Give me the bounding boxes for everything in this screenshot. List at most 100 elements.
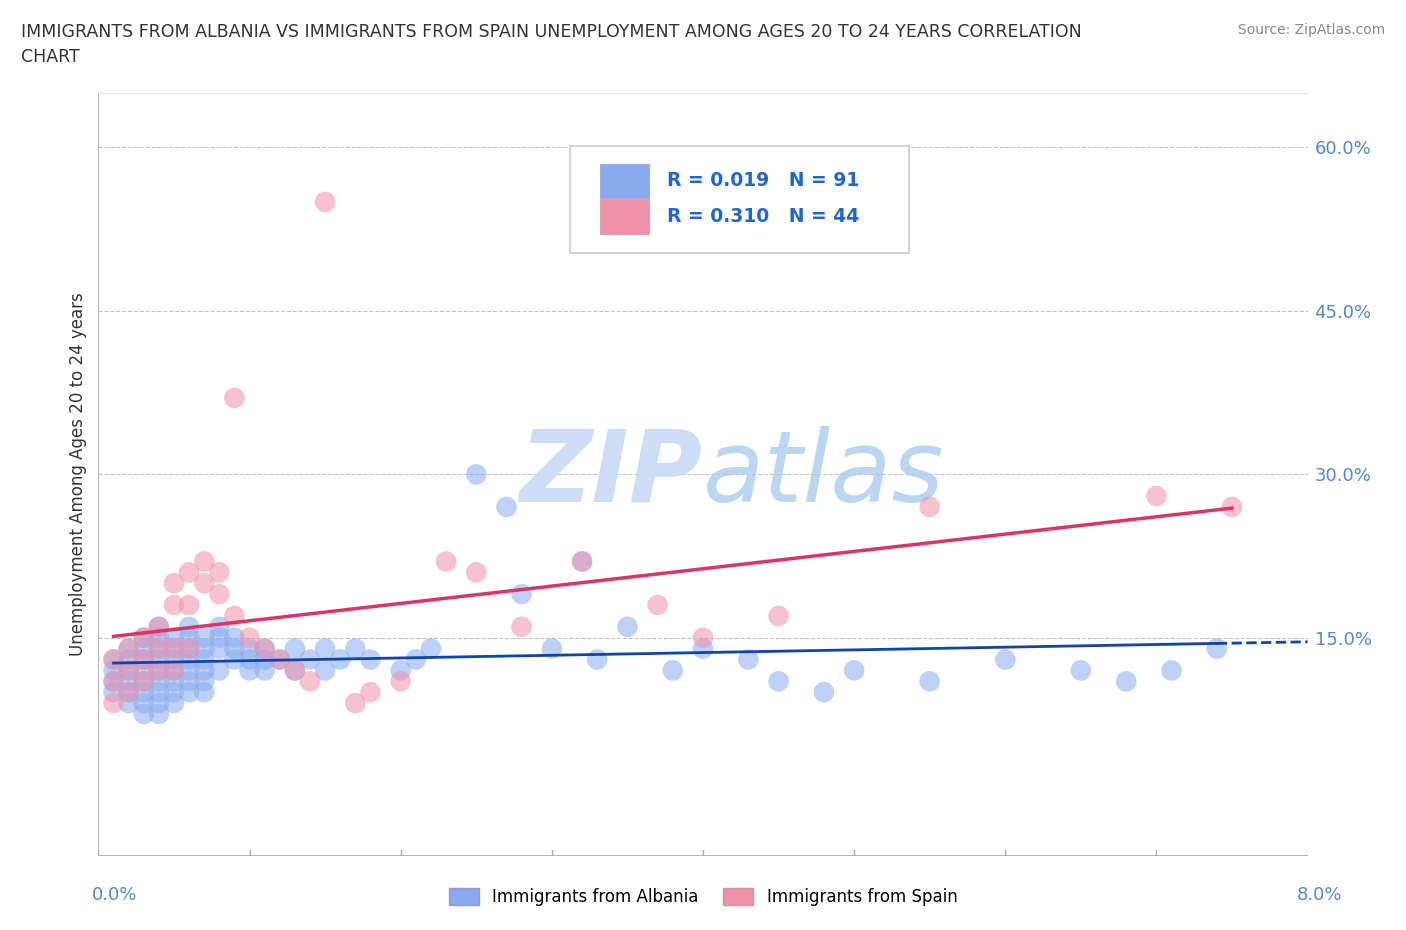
- Point: [163, 652, 186, 667]
- Point: [224, 608, 246, 623]
- Point: [193, 554, 215, 569]
- Point: [148, 619, 170, 634]
- Point: [179, 565, 201, 579]
- Point: [389, 663, 412, 678]
- Point: [510, 619, 533, 634]
- Point: [148, 674, 170, 689]
- Point: [132, 707, 155, 722]
- Point: [1206, 641, 1229, 656]
- Point: [692, 631, 714, 645]
- Text: IMMIGRANTS FROM ALBANIA VS IMMIGRANTS FROM SPAIN UNEMPLOYMENT AMONG AGES 20 TO 2: IMMIGRANTS FROM ALBANIA VS IMMIGRANTS FR…: [21, 23, 1081, 41]
- Point: [495, 499, 517, 514]
- Point: [918, 674, 941, 689]
- Point: [132, 663, 155, 678]
- Point: [163, 684, 186, 699]
- Point: [661, 663, 683, 678]
- Text: 8.0%: 8.0%: [1298, 885, 1343, 904]
- Point: [193, 652, 215, 667]
- Point: [314, 641, 336, 656]
- Point: [118, 696, 141, 711]
- Point: [132, 684, 155, 699]
- Point: [239, 641, 262, 656]
- Point: [768, 608, 790, 623]
- Point: [193, 663, 215, 678]
- Point: [103, 684, 125, 699]
- Point: [571, 554, 593, 569]
- Point: [239, 652, 262, 667]
- Point: [360, 684, 382, 699]
- Point: [329, 652, 352, 667]
- Point: [434, 554, 457, 569]
- Point: [208, 641, 231, 656]
- Point: [163, 696, 186, 711]
- Point: [284, 641, 307, 656]
- Point: [1160, 663, 1182, 678]
- Point: [284, 663, 307, 678]
- Point: [224, 652, 246, 667]
- Point: [253, 652, 276, 667]
- Text: Source: ZipAtlas.com: Source: ZipAtlas.com: [1237, 23, 1385, 37]
- Point: [132, 631, 155, 645]
- Point: [253, 641, 276, 656]
- Point: [118, 684, 141, 699]
- Point: [314, 194, 336, 209]
- Point: [1115, 674, 1137, 689]
- Point: [132, 674, 155, 689]
- Point: [163, 674, 186, 689]
- Point: [844, 663, 866, 678]
- Bar: [600, 199, 648, 233]
- Point: [616, 619, 638, 634]
- Point: [208, 587, 231, 602]
- Point: [148, 663, 170, 678]
- Point: [314, 663, 336, 678]
- Point: [148, 652, 170, 667]
- Point: [208, 565, 231, 579]
- Point: [193, 674, 215, 689]
- Point: [179, 652, 201, 667]
- Point: [179, 663, 201, 678]
- Point: [420, 641, 443, 656]
- Point: [118, 663, 141, 678]
- Point: [163, 641, 186, 656]
- Point: [148, 663, 170, 678]
- Point: [118, 663, 141, 678]
- Point: [208, 619, 231, 634]
- Point: [148, 631, 170, 645]
- Point: [918, 499, 941, 514]
- Point: [118, 674, 141, 689]
- Point: [148, 684, 170, 699]
- Point: [103, 674, 125, 689]
- Point: [148, 707, 170, 722]
- Point: [239, 631, 262, 645]
- Point: [344, 696, 367, 711]
- Point: [163, 631, 186, 645]
- Point: [344, 641, 367, 656]
- Point: [103, 696, 125, 711]
- Point: [193, 576, 215, 591]
- Bar: [600, 164, 648, 198]
- Point: [132, 652, 155, 667]
- Point: [148, 696, 170, 711]
- Point: [586, 652, 609, 667]
- Point: [179, 631, 201, 645]
- FancyBboxPatch shape: [569, 146, 908, 253]
- Point: [813, 684, 835, 699]
- Point: [284, 663, 307, 678]
- Point: [269, 652, 291, 667]
- Point: [163, 663, 186, 678]
- Point: [179, 619, 201, 634]
- Point: [647, 598, 669, 613]
- Point: [132, 674, 155, 689]
- Point: [299, 674, 322, 689]
- Point: [1220, 499, 1243, 514]
- Point: [253, 663, 276, 678]
- Point: [224, 391, 246, 405]
- Text: atlas: atlas: [703, 426, 945, 523]
- Y-axis label: Unemployment Among Ages 20 to 24 years: Unemployment Among Ages 20 to 24 years: [69, 292, 87, 657]
- Point: [148, 641, 170, 656]
- Point: [224, 631, 246, 645]
- Point: [163, 641, 186, 656]
- Point: [148, 619, 170, 634]
- Point: [299, 652, 322, 667]
- Point: [465, 467, 488, 482]
